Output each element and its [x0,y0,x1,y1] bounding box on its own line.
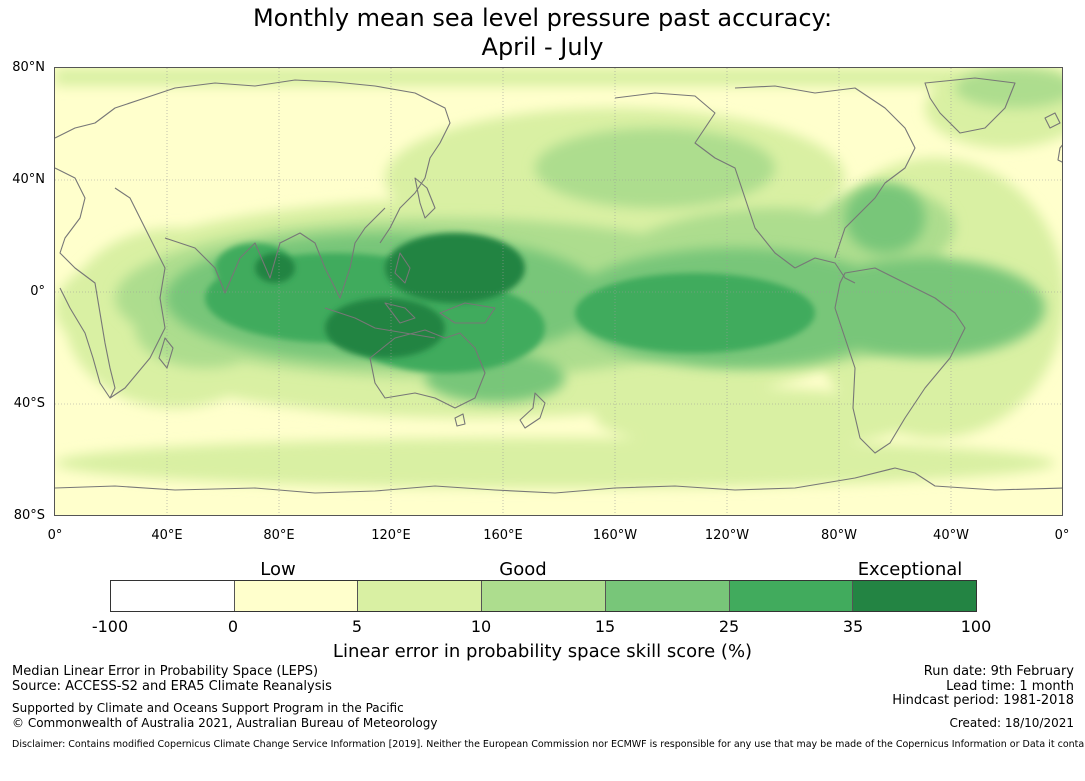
lon-label-0: 0° [47,528,63,543]
colorbar-tick: 100 [960,617,992,636]
disclaimer: Disclaimer: Contains modified Copernicus… [12,739,1085,750]
colorbar-segment [605,581,730,611]
lat-label-80n: 80°N [12,60,45,75]
skill-score-map [54,67,1063,516]
colorbar-segment [358,581,483,611]
title-line-1: Monthly mean sea level pressure past acc… [252,4,833,32]
footer-lead-time: Lead time: 1 month [946,679,1074,694]
legend-category-exceptional: Exceptional [857,559,963,580]
lon-label-40w: 40°W [933,528,969,543]
colorbar-segment [853,581,977,611]
colorbar [110,580,977,612]
lat-label-40n: 40°N [12,172,45,187]
lat-label-equator: 0° [30,284,45,299]
title-line-2: April - July [481,33,604,61]
colorbar-tick: -100 [91,617,129,636]
footer-copyright: © Commonwealth of Australia 2021, Austra… [12,716,438,730]
colorbar-tick: 25 [718,617,740,636]
colorbar-tick: 5 [351,617,363,636]
graticule [55,68,1062,515]
colorbar-tick: 0 [227,617,239,636]
footer-hindcast: Hindcast period: 1981-2018 [892,693,1074,708]
footer-created: Created: 18/10/2021 [949,716,1074,730]
colorbar-segment [729,581,854,611]
footer-source: Source: ACCESS-S2 and ERA5 Climate Reana… [12,679,332,694]
footer-run-date: Run date: 9th February [923,664,1074,679]
footer-supported: Supported by Climate and Oceans Support … [12,701,404,715]
lat-label-40s: 40°S [13,396,45,411]
lon-label-120w: 120°W [704,528,750,543]
lon-label-80e: 80°E [263,528,295,543]
colorbar-segment [482,581,606,611]
legend-category-low: Low [260,559,296,580]
lon-label-80w: 80°W [821,528,857,543]
colorbar-tick: 15 [594,617,616,636]
chart-title: Monthly mean sea level pressure past acc… [0,4,1085,62]
legend-category-good: Good [499,559,547,580]
colorbar-title: Linear error in probability space skill … [332,641,753,662]
lat-label-80s: 80°S [13,508,45,523]
lon-label-120e: 120°E [371,528,411,543]
lon-label-160w: 160°W [592,528,638,543]
colorbar-tick: 35 [842,617,864,636]
colorbar-tick: 10 [470,617,492,636]
coastlines [55,77,1062,494]
lon-label-40e: 40°E [151,528,183,543]
lon-label-160e: 160°E [483,528,523,543]
colorbar-segment [111,581,235,611]
colorbar-segment [234,581,359,611]
footer-leps: Median Linear Error in Probability Space… [12,664,319,679]
skill-zone-35-100 [255,233,525,358]
lon-label-0-right: 0° [1054,528,1070,543]
map-canvas [55,68,1062,515]
